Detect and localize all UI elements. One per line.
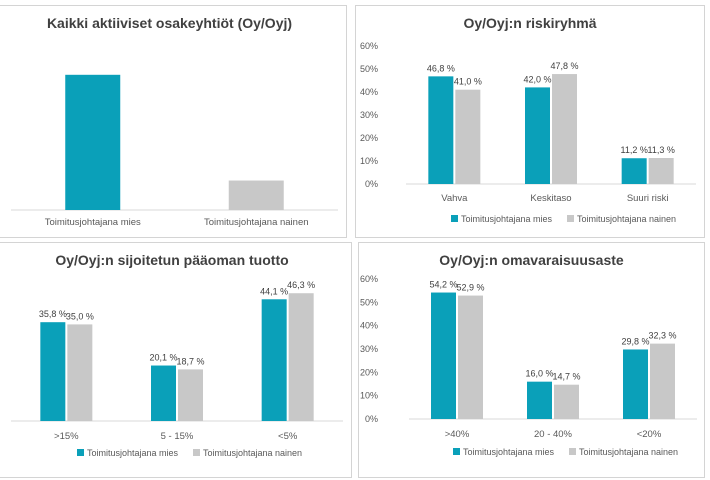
data-label: 42,0 % [523, 74, 551, 84]
data-label: 41,0 % [454, 77, 482, 87]
bar-male-0 [428, 76, 454, 184]
bar-female-2 [288, 293, 314, 421]
bar-male-0 [431, 292, 456, 419]
y-tick-label: 10% [360, 391, 378, 401]
category-label: >15% [54, 431, 79, 442]
category-label: Vahva [441, 193, 468, 204]
legend-swatch-male [77, 449, 84, 456]
chart-title: Oy/Oyj:n riskiryhmä [463, 15, 597, 31]
legend-swatch-female [567, 215, 574, 222]
chart-panel-equity-ratio: Oy/Oyj:n omavaraisuusaste 0% 10% 20% 30% 40%… [358, 242, 705, 478]
bar-female-0 [67, 324, 93, 421]
y-tick-label: 60% [360, 41, 378, 51]
legend-label-female: Toimitusjohtajana nainen [203, 448, 302, 458]
data-label: 18,7 % [176, 356, 204, 366]
bar-0 [65, 74, 121, 210]
bar-female-0 [455, 89, 481, 184]
bar-male-2 [621, 158, 647, 184]
y-tick-label: 30% [360, 110, 378, 120]
bar-male-0 [40, 322, 66, 421]
y-tick-label: 20% [360, 367, 378, 377]
bar-female-2 [650, 343, 675, 419]
chart-title: Kaikki aktiiviset osakeyhtiöt (Oy/Oyj) [46, 15, 293, 31]
bar-female-2 [648, 158, 674, 184]
y-tick-label: 50% [360, 297, 378, 307]
legend-label-male: Toimitusjohtajana mies [461, 214, 553, 224]
legend-label-female: Toimitusjohtajana nainen [577, 214, 676, 224]
chart-svg: 35,8 %35,0 % >15% 20,1 %18,7 % 5 - 15% 44,1 … [11, 280, 343, 458]
bar-male-2 [623, 349, 648, 419]
category-label: Toimitusjohtajana nainen [204, 217, 309, 228]
data-label: 46,3 % [287, 280, 315, 290]
data-label: 54,2 % [429, 280, 457, 290]
legend-swatch-male [453, 448, 460, 455]
legend-swatch-female [193, 449, 200, 456]
data-label: 35,8 % [39, 309, 67, 319]
data-label: 11,2 % [620, 145, 647, 155]
bar-male-1 [151, 365, 176, 421]
category-label: Keskitaso [530, 193, 571, 204]
y-tick-label: 40% [360, 321, 378, 331]
data-label: 46,8 % [427, 63, 455, 73]
data-label: 52,9 % [456, 283, 484, 293]
bar-1 [228, 180, 284, 210]
data-label: 14,7 % [552, 372, 580, 382]
data-label: 32,3 % [648, 331, 676, 341]
category-label: <20% [637, 429, 662, 440]
legend-swatch-female [569, 448, 576, 455]
legend-label-female: Toimitusjohtajana nainen [579, 447, 678, 457]
chart-title: Oy/Oyj:n omavaraisuusaste [439, 252, 624, 268]
bar-male-1 [527, 381, 552, 419]
category-label: >40% [445, 429, 470, 440]
y-tick-label: 40% [360, 87, 378, 97]
bar-female-0 [458, 295, 483, 419]
category-label: 20 - 40% [534, 429, 573, 440]
category-label: Toimitusjohtajana mies [45, 217, 141, 228]
legend-label-male: Toimitusjohtajana mies [463, 447, 555, 457]
legend-swatch-male [451, 215, 458, 222]
y-tick-label: 60% [360, 274, 378, 284]
bar-female-1 [178, 369, 203, 421]
y-tick-label: 0% [365, 179, 378, 189]
data-label: 35,0 % [66, 311, 94, 321]
bar-male-2 [261, 299, 287, 421]
data-label: 11,3 % [647, 145, 674, 155]
y-tick-label: 10% [360, 156, 378, 166]
bar-male-1 [525, 87, 550, 184]
category-label: 5 - 15% [161, 431, 194, 442]
data-label: 16,0 % [525, 369, 553, 379]
y-tick-label: 20% [360, 133, 378, 143]
y-tick-label: 50% [360, 64, 378, 74]
chart-svg: 0000000000Toimitusjohtajana miesToimitus… [11, 74, 338, 228]
data-label: 29,8 % [621, 336, 649, 346]
chart-panel-roi: Oy/Oyj:n sijoitetun pääoman tuotto 35,8 … [0, 242, 352, 478]
bar-female-1 [552, 74, 577, 184]
chart-panel-risk-group: Oy/Oyj:n riskiryhmä 0% 10% 20% 30% 40% 50% 60%… [355, 5, 705, 238]
category-label: Suuri riski [627, 193, 669, 204]
y-tick-label: 0% [365, 414, 378, 424]
data-label: 47,8 % [550, 61, 578, 71]
chart-svg: 0% 10% 20% 30% 40% 50% 60% 54,2 %52,9 % >40% 16,0… [360, 274, 697, 457]
chart-svg: 0% 10% 20% 30% 40% 50% 60% 46,8 % 41,0 % Vahva 42,… [360, 41, 696, 224]
bar-female-1 [554, 384, 579, 419]
chart-title: Oy/Oyj:n sijoitetun pääoman tuotto [55, 252, 289, 268]
category-label: <5% [278, 431, 298, 442]
data-label: 44,1 % [260, 286, 288, 296]
legend-label-male: Toimitusjohtajana mies [87, 448, 179, 458]
y-tick-label: 30% [360, 344, 378, 354]
chart-panel-all-companies: Kaikki aktiiviset osakeyhtiöt (Oy/Oyj) 0… [0, 5, 347, 238]
data-label: 20,1 % [149, 353, 177, 363]
